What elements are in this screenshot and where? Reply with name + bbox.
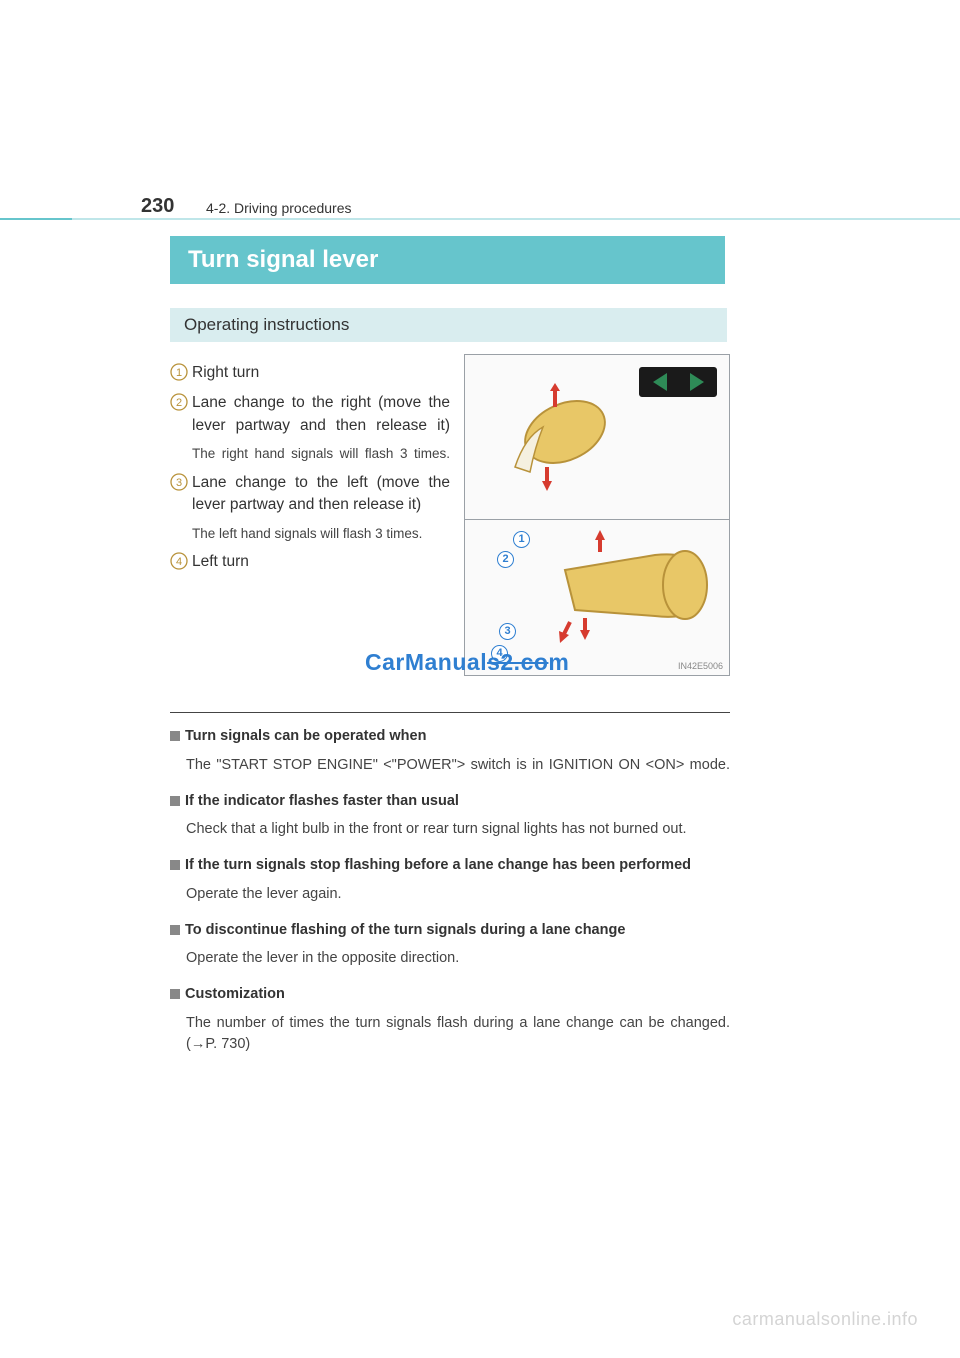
step-item: 2 Lane change to the right (move the lev… [170,392,450,463]
diagram-column: 1 2 3 4 IN42E5006 [464,354,730,676]
page-title: Turn signal lever [170,236,725,284]
subheading: Operating instructions [170,308,727,342]
watermark: CarManuals2.com [365,649,569,676]
left-arrow-icon [653,373,667,391]
diagram-callout: 3 [499,623,516,640]
square-bullet-icon [170,989,180,999]
instructions-row: 1 Right turn 2 Lane change to the right … [170,354,830,676]
diagram-callout: 2 [497,551,514,568]
notes-section: Turn signals can be operated when The "S… [170,727,730,1055]
step-text: Lane change to the left (move the lever … [192,472,450,517]
step-number-icon: 4 [170,552,192,572]
section-rule [170,712,730,713]
note-item: If the turn signals stop flashing before… [170,856,730,876]
step-text: Left turn [192,551,450,573]
note-body: Check that a light bulb in the front or … [186,819,730,840]
manual-page: 230 4-2. Driving procedures Turn signal … [0,0,960,1358]
note-title: Turn signals can be operated when [185,727,426,747]
footer-brand: carmanualsonline.info [732,1309,918,1330]
note-title: Customization [185,985,285,1005]
step-number-icon: 3 [170,473,192,493]
svg-text:2: 2 [176,397,182,409]
note-item: If the indicator flashes faster than usu… [170,792,730,812]
square-bullet-icon [170,731,180,741]
header-rule [0,218,960,220]
svg-text:4: 4 [176,556,182,568]
square-bullet-icon [170,860,180,870]
note-item: Turn signals can be operated when [170,727,730,747]
note-title: If the turn signals stop flashing before… [185,856,691,876]
note-title: If the indicator flashes faster than usu… [185,792,459,812]
step-subtext: The right hand signals will flash 3 time… [192,445,450,463]
page-number: 230 [141,195,174,218]
note-body: The number of times the turn signals fla… [186,1013,730,1055]
step-text: Lane change to the right (move the lever… [192,392,450,437]
lever-diagram: 1 2 3 4 IN42E5006 [464,354,730,676]
step-number-icon: 2 [170,393,192,413]
diagram-callout: 1 [513,531,530,548]
section-label: 4-2. Driving procedures [206,200,352,216]
step-subtext: The left hand signals will flash 3 times… [192,525,450,543]
step-number-icon: 1 [170,363,192,383]
step-num-text: 1 [176,367,182,379]
note-title: To discontinue flashing of the turn sign… [185,921,625,941]
step-item: 1 Right turn [170,362,450,384]
note-body: Operate the lever in the opposite direct… [186,948,730,969]
note-body: The "START STOP ENGINE" <"POWER"> switch… [186,755,730,776]
note-item: To discontinue flashing of the turn sign… [170,921,730,941]
step-item: 3 Lane change to the left (move the leve… [170,472,450,543]
lower-lever-illustration [505,530,715,665]
steps-column: 1 Right turn 2 Lane change to the right … [170,354,450,676]
upper-lever-illustration [495,377,615,497]
svg-text:3: 3 [176,477,182,489]
right-arrow-icon [690,373,704,391]
square-bullet-icon [170,925,180,935]
note-body: Operate the lever again. [186,884,730,905]
note-item: Customization [170,985,730,1005]
step-item: 4 Left turn [170,551,450,573]
turn-indicator-icon [639,367,717,397]
diagram-code: IN42E5006 [678,661,723,671]
step-text: Right turn [192,362,450,384]
square-bullet-icon [170,796,180,806]
